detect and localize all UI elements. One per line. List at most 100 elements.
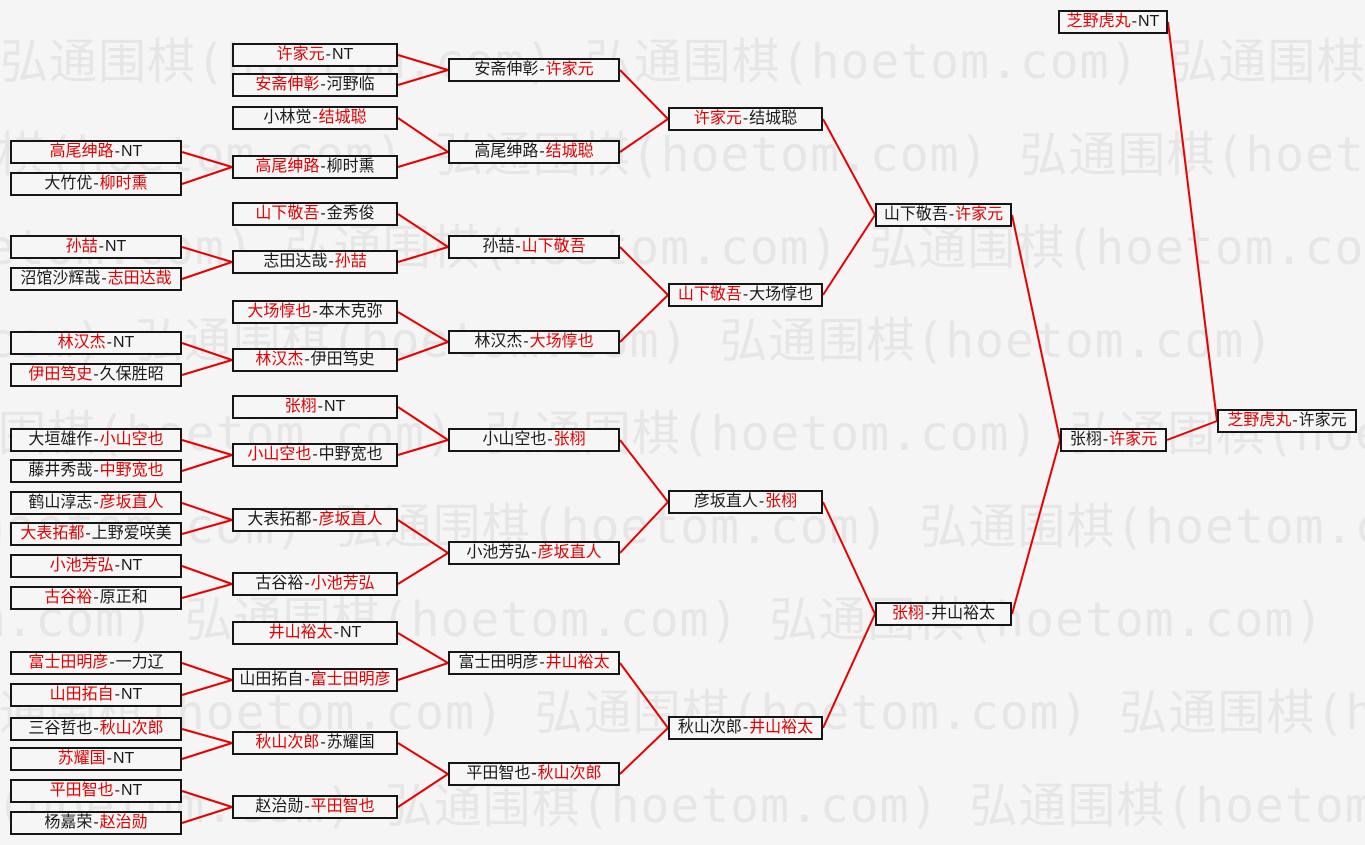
- bracket-connector: [619, 118, 669, 153]
- bracket-connector: [397, 662, 449, 681]
- player-name-winner-or-left: 秋山次郎: [677, 719, 742, 736]
- match-box-c4b3[interactable]: 彦坂直人 - 张栩: [668, 490, 823, 514]
- player-name-winner-or-left: 小山空也: [247, 446, 312, 463]
- vs-separator: -: [101, 270, 107, 287]
- player-name-right: 结城聪: [749, 110, 798, 127]
- match-box-c2b12[interactable]: 古谷裕 - 小池芳弘: [232, 572, 398, 596]
- vs-separator: -: [531, 544, 537, 561]
- match-box-c4b2[interactable]: 山下敬吾 - 大场惇也: [668, 283, 823, 307]
- match-box-c4b1[interactable]: 许家元 - 结城聪: [668, 107, 823, 131]
- match-box-c1b2[interactable]: 大竹优 - 柳时熏: [10, 172, 182, 196]
- match-box-c1b13[interactable]: 富士田明彦 - 一力辽: [10, 651, 182, 675]
- match-box-c5b2[interactable]: 张栩 - 井山裕太: [875, 602, 1012, 626]
- player-name-winner-or-left: 林汉杰: [57, 334, 106, 351]
- match-box-c1b9[interactable]: 鹤山淳志 - 彦坂直人: [10, 491, 182, 515]
- match-box-c1b1[interactable]: 高尾绅路 - NT: [10, 140, 182, 164]
- player-name-winner-or-left: 小林觉: [263, 109, 312, 126]
- match-box-c1b4[interactable]: 沼馆沙辉哉 - 志田达哉: [10, 267, 182, 291]
- vs-separator: -: [742, 286, 749, 303]
- player-name-winner-or-left: 张栩: [1069, 431, 1102, 448]
- player-name-winner-or-left: 彦坂直人: [693, 493, 758, 510]
- bracket-connector: [397, 246, 449, 263]
- match-box-c3b7[interactable]: 富士田明彦 - 井山裕太: [448, 651, 620, 675]
- watermark-text: 弘通围棋(hoetom.com) 弘通围棋(hoetom.com) 弘通围棋(h…: [0, 34, 1365, 90]
- bracket-connector: [397, 773, 449, 808]
- player-name-winner-or-left: 古谷裕: [44, 589, 93, 606]
- match-box-c3b2[interactable]: 高尾绅路 - 结城聪: [448, 140, 620, 164]
- match-box-c2b6[interactable]: 志田达哉 - 孙喆: [232, 250, 398, 274]
- match-box-c1b17[interactable]: 平田智也 - NT: [10, 779, 182, 803]
- bracket-connector: [619, 501, 669, 554]
- match-box-c2b13[interactable]: 井山裕太 - NT: [232, 621, 398, 645]
- bracket-connector: [397, 439, 449, 456]
- match-box-c1b14[interactable]: 山田拓自 - NT: [10, 683, 182, 707]
- match-box-c2b9[interactable]: 张栩 - NT: [232, 395, 398, 419]
- match-box-c1b3[interactable]: 孙喆 - NT: [10, 235, 182, 259]
- vs-separator: -: [1102, 431, 1109, 448]
- match-box-c1b7[interactable]: 大垣雄作 - 小山空也: [10, 428, 182, 452]
- match-box-c2b3[interactable]: 小林觉 - 结城聪: [232, 106, 398, 130]
- match-box-c5b1[interactable]: 山下敬吾 - 许家元: [875, 203, 1012, 227]
- vs-separator: -: [539, 143, 545, 160]
- player-name-winner-or-left: 芝野虎丸: [1066, 13, 1131, 30]
- match-box-c1b15[interactable]: 三谷哲也 - 秋山次郎: [10, 717, 182, 741]
- match-box-f1[interactable]: 芝野虎丸 - 许家元: [1217, 409, 1357, 433]
- watermark-text: 弘通围棋(hoetom.com) 弘通围棋(hoetom.com) 弘通围棋(h…: [0, 127, 1365, 183]
- match-box-c3b8[interactable]: 平田智也 - 秋山次郎: [448, 762, 620, 786]
- match-box-c3b4[interactable]: 林汉杰 - 大场惇也: [448, 330, 620, 354]
- match-box-c1b12[interactable]: 古谷裕 - 原正和: [10, 586, 182, 610]
- match-box-c1b5[interactable]: 林汉杰 - NT: [10, 331, 182, 355]
- vs-separator: -: [742, 719, 749, 736]
- match-box-c2b2[interactable]: 安斋伸彰 - 河野临: [232, 73, 398, 97]
- player-name-right: NT: [1138, 13, 1160, 30]
- match-box-c4b4[interactable]: 秋山次郎 - 井山裕太: [668, 716, 823, 740]
- match-box-c1b11[interactable]: 小池芳弘 - NT: [10, 554, 182, 578]
- player-name-right: 赵治勋: [99, 814, 148, 831]
- vs-separator: -: [948, 206, 955, 223]
- player-name-winner-or-left: 伊田笃史: [28, 366, 93, 383]
- match-box-c1b8[interactable]: 藤井秀哉 - 中野宽也: [10, 459, 182, 483]
- player-name-winner-or-left: 山田拓自: [239, 671, 304, 688]
- match-box-c1b10[interactable]: 大表拓都 - 上野爱咲美: [10, 522, 182, 546]
- match-box-c2b14[interactable]: 山田拓自 - 富士田明彦: [232, 668, 398, 692]
- match-box-c2b8[interactable]: 林汉杰 - 伊田笃史: [232, 348, 398, 372]
- vs-separator: -: [312, 446, 318, 463]
- bracket-connector: [397, 311, 449, 343]
- bracket-connector: [397, 341, 449, 361]
- bracket-connector: [397, 69, 449, 86]
- vs-separator: -: [93, 366, 99, 383]
- match-box-c2b10[interactable]: 小山空也 - 中野宽也: [232, 443, 398, 467]
- match-box-c2b7[interactable]: 大场惇也 - 本木克弥: [232, 300, 398, 324]
- vs-separator: -: [114, 782, 120, 799]
- match-box-c2b15[interactable]: 秋山次郎 - 苏耀国: [232, 731, 398, 755]
- player-name-winner-or-left: 孙喆: [65, 238, 98, 255]
- player-name-winner-or-left: 林汉杰: [474, 333, 523, 350]
- player-name-right: 河野临: [326, 76, 375, 93]
- match-box-t1[interactable]: 芝野虎丸 - NT: [1058, 10, 1168, 34]
- match-box-c1b6[interactable]: 伊田笃史 - 久保胜昭: [10, 363, 182, 387]
- vs-separator: -: [320, 205, 326, 222]
- match-box-c2b16[interactable]: 赵治勋 - 平田智也: [232, 795, 398, 819]
- match-box-c2b1[interactable]: 许家元 - NT: [232, 43, 398, 67]
- vs-separator: -: [304, 575, 310, 592]
- player-name-right: 志田达哉: [107, 270, 172, 287]
- player-name-right: 秋山次郎: [99, 720, 164, 737]
- bracket-connector: [181, 246, 233, 263]
- match-box-c6b1[interactable]: 张栩 - 许家元: [1060, 428, 1167, 452]
- bracket-connector: [822, 613, 876, 729]
- vs-separator: -: [304, 351, 310, 368]
- player-name-winner-or-left: 平田智也: [49, 782, 114, 799]
- match-box-c3b5[interactable]: 小山空也 - 张栩: [448, 428, 620, 452]
- match-box-c3b1[interactable]: 安斋伸彰 - 许家元: [448, 58, 620, 82]
- match-box-c2b5[interactable]: 山下敬吾 - 金秀俊: [232, 202, 398, 226]
- match-box-c1b16[interactable]: 苏耀国 - NT: [10, 747, 182, 771]
- match-box-c2b11[interactable]: 大表拓都 - 彦坂直人: [232, 508, 398, 532]
- vs-separator: -: [304, 798, 310, 815]
- player-name-right: 中野宽也: [318, 446, 383, 463]
- match-box-c3b3[interactable]: 孙喆 - 山下敬吾: [448, 235, 620, 259]
- bracket-connector: [397, 117, 449, 153]
- match-box-c2b4[interactable]: 高尾绅路 - 柳时熏: [232, 155, 398, 179]
- match-box-c1b18[interactable]: 杨嘉荣 - 赵治勋: [10, 811, 182, 835]
- match-box-c3b6[interactable]: 小池芳弘 - 彦坂直人: [448, 541, 620, 565]
